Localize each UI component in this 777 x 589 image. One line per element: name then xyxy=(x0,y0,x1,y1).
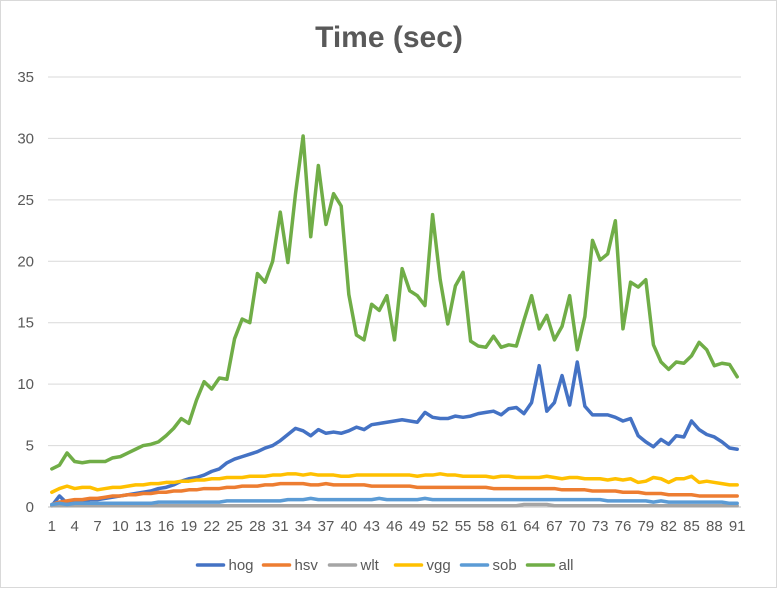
x-tick-label: 10 xyxy=(112,518,129,535)
x-tick-label: 61 xyxy=(500,518,517,535)
gridlines xyxy=(48,76,741,447)
x-tick-label: 49 xyxy=(409,518,426,535)
x-tick-label: 13 xyxy=(135,518,152,535)
x-tick-label: 4 xyxy=(70,518,78,535)
x-tick-label: 37 xyxy=(318,518,335,535)
legend-label-hog: hog xyxy=(229,557,254,574)
x-tick-label: 64 xyxy=(523,518,540,535)
series-line-hsv xyxy=(50,481,739,507)
legend-label-wlt: wlt xyxy=(360,557,380,574)
x-tick-label: 91 xyxy=(729,518,746,535)
x-tick-label: 73 xyxy=(592,518,609,535)
legend-label-sob: sob xyxy=(493,557,517,574)
y-tick-label: 30 xyxy=(17,130,34,147)
x-tick-label: 79 xyxy=(637,518,654,535)
x-tick-label: 28 xyxy=(249,518,266,535)
series-line-sob xyxy=(50,496,739,507)
x-tick-label: 58 xyxy=(478,518,495,535)
x-tick-label: 46 xyxy=(386,518,403,535)
series-line-hog xyxy=(50,360,739,508)
x-tick-label: 43 xyxy=(363,518,380,535)
x-tick-label: 88 xyxy=(706,518,723,535)
x-tick-label: 34 xyxy=(295,518,312,535)
x-tick-label: 31 xyxy=(272,518,289,535)
legend: hog hsv wlt vgg sob all xyxy=(195,557,574,574)
axes: 0 5 10 15 20 25 30 35 1 4 7 10 13 16 19 22 25 28 31 34 37 40 4… xyxy=(17,69,745,535)
x-tick-label: 7 xyxy=(93,518,101,535)
y-tick-label: 35 xyxy=(17,69,34,86)
y-tick-label: 0 xyxy=(26,499,34,516)
series-line-wlt xyxy=(50,502,739,508)
x-tick-label: 85 xyxy=(683,518,700,535)
series-lines xyxy=(50,134,739,508)
x-tick-label: 16 xyxy=(158,518,175,535)
series-line-all xyxy=(50,134,739,471)
y-tick-label: 10 xyxy=(17,376,34,393)
x-tick-label: 40 xyxy=(340,518,357,535)
x-tick-label: 76 xyxy=(615,518,632,535)
series-line-vgg xyxy=(50,472,739,495)
legend-label-hsv: hsv xyxy=(295,557,319,574)
legend-label-vgg: vgg xyxy=(427,557,451,574)
y-tick-label: 15 xyxy=(17,315,34,332)
x-tick-label: 19 xyxy=(181,518,198,535)
chart-title: Time (sec) xyxy=(315,21,463,54)
x-tick-label: 67 xyxy=(546,518,563,535)
x-tick-label: 1 xyxy=(48,518,56,535)
x-tick-label: 82 xyxy=(660,518,677,535)
y-tick-label: 25 xyxy=(17,192,34,209)
legend-label-all: all xyxy=(559,557,574,574)
x-tick-label: 52 xyxy=(432,518,449,535)
x-tick-label: 55 xyxy=(455,518,472,535)
y-tick-label: 5 xyxy=(26,438,34,455)
x-tick-label: 22 xyxy=(203,518,220,535)
x-tick-label: 70 xyxy=(569,518,586,535)
y-tick-label: 20 xyxy=(17,253,34,270)
x-tick-label: 25 xyxy=(226,518,243,535)
